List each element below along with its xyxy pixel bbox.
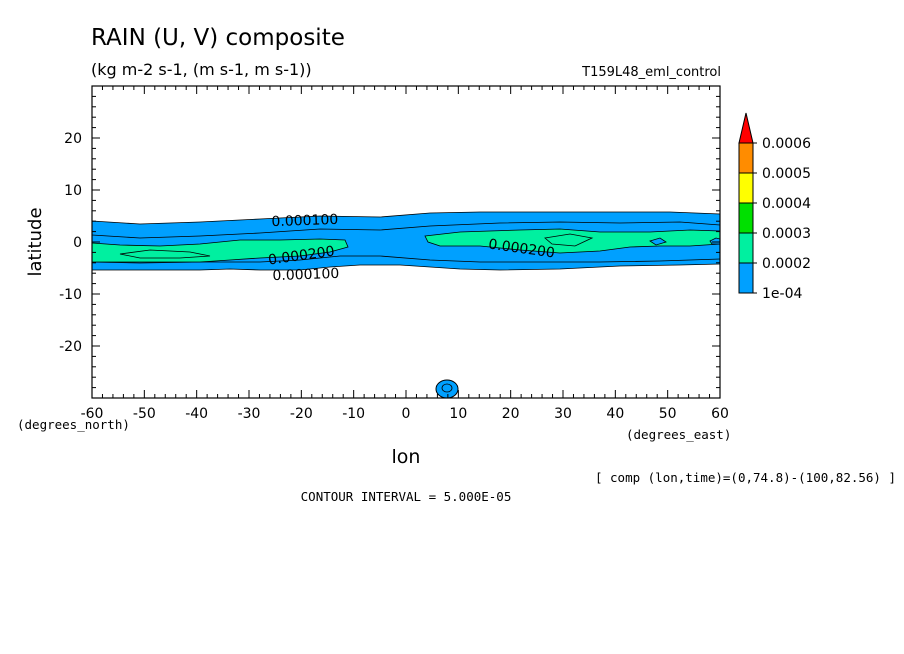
colorbar-label: 0.0003 — [762, 226, 811, 242]
colorbar-arrow — [738, 112, 754, 144]
colorbar-label: 0.0005 — [762, 166, 811, 182]
x-tick-label: 10 — [449, 406, 467, 422]
x-tick-label: 60 — [711, 406, 729, 422]
contour-labels: 0.000100 0.000200 0.000200 0.000100 — [267, 212, 556, 284]
chart-title: RAIN (U, V) composite — [91, 25, 345, 51]
x-tick-label: 50 — [659, 406, 677, 422]
x-tick-label: 0 — [402, 406, 411, 422]
y-tick-label: 0 — [73, 235, 82, 251]
y-axis: 20 10 0 -10 -20 — [59, 95, 720, 389]
x-units: (degrees_east) — [626, 427, 731, 442]
filled-contours — [91, 211, 721, 399]
colorbar-label: 0.0002 — [762, 256, 811, 272]
x-tick-label: -10 — [342, 406, 365, 422]
contour-label: 0.000100 — [272, 266, 339, 284]
x-tick-label: 20 — [502, 406, 520, 422]
rain-core-east — [424, 228, 721, 254]
x-tick-label: 30 — [554, 406, 572, 422]
x-axis: -60 -50 -40 -30 -20 -10 0 10 20 30 40 50 60 — [81, 86, 729, 422]
colorbar-label: 0.0006 — [762, 136, 811, 152]
comp-info: [ comp (lon,time)=(0,74.8)-(100,82.56) ] — [595, 470, 896, 485]
colorbar: 0.0006 0.0005 0.0004 0.0003 0.0002 1e-04 — [738, 112, 811, 302]
colorbar-segment — [738, 232, 754, 264]
run-name: T159L48_eml_control — [581, 65, 721, 80]
y-tick-label: 10 — [64, 183, 82, 199]
x-tick-label: -60 — [81, 406, 104, 422]
contour-interval: CONTOUR INTERVAL = 5.000E-05 — [301, 489, 512, 504]
colorbar-segment — [738, 262, 754, 294]
chart-units: (kg m-2 s-1, (m s-1, m s-1)) — [91, 60, 312, 79]
y-axis-title: latitude — [25, 207, 46, 276]
colorbar-label: 0.0004 — [762, 196, 811, 212]
colorbar-label: 1e-04 — [762, 286, 802, 302]
contour-label: 0.000100 — [271, 212, 338, 230]
x-tick-label: -50 — [133, 406, 156, 422]
y-tick-label: -20 — [59, 339, 82, 355]
x-tick-label: 40 — [606, 406, 624, 422]
x-tick-label: -30 — [238, 406, 261, 422]
colorbar-segment — [738, 142, 754, 174]
y-tick-label: -10 — [59, 287, 82, 303]
colorbar-segment — [738, 172, 754, 204]
y-tick-label: 20 — [64, 131, 82, 147]
x-tick-label: -20 — [290, 406, 313, 422]
x-tick-label: -40 — [185, 406, 208, 422]
rain-core-west — [91, 238, 349, 263]
y-units: (degrees_north) — [17, 417, 130, 432]
colorbar-segment — [738, 202, 754, 234]
x-axis-title: lon — [392, 446, 421, 468]
